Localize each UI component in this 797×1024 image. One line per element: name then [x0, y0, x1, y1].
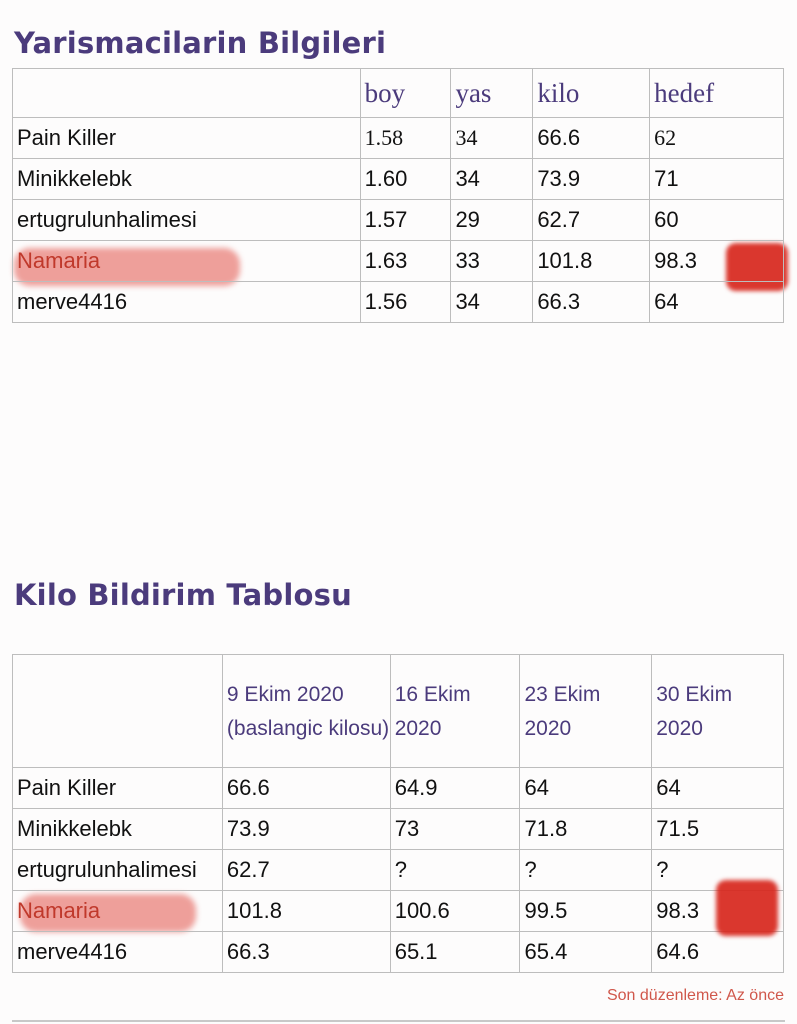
table-cell: 71 — [649, 158, 784, 200]
table-row: Pain Killer 1.58 34 66.6 62 — [12, 117, 784, 159]
contestant-name: ertugrulunhalimesi — [12, 849, 223, 891]
contestant-name: merve4416 — [12, 931, 223, 973]
weight-report-table: 9 Ekim 2020 (baslangic kilosu) 16 Ekim 2… — [12, 654, 784, 973]
contestant-info-table: boy yas kilo hedef Pain Killer 1.58 34 6… — [12, 68, 784, 323]
table-cell: 62.7 — [221, 849, 391, 891]
table-cell: 101.8 — [532, 240, 651, 282]
column-header — [12, 654, 223, 768]
section-title-contestant-info: Yarismacilarin Bilgileri — [14, 26, 387, 60]
table-cell: 1.56 — [359, 281, 452, 323]
table-cell: 1.63 — [359, 240, 452, 282]
table-row: Pain Killer 66.6 64.9 64 64 — [12, 767, 784, 809]
contestant-name: Pain Killer — [12, 117, 361, 159]
table-cell: 34 — [450, 117, 534, 159]
column-header-date: 23 Ekim 2020 — [519, 654, 653, 768]
table-row: ertugrulunhalimesi 1.57 29 62.7 60 — [12, 199, 784, 241]
table-row: Namaria 101.8 100.6 99.5 98.3 — [12, 890, 784, 932]
contestant-name: Namaria — [12, 890, 223, 932]
table-cell: 66.6 — [221, 767, 391, 809]
table-cell: 64.6 — [651, 931, 784, 973]
table-cell: 60 — [649, 199, 784, 241]
contestant-name: ertugrulunhalimesi — [12, 199, 361, 241]
table-header-row: 9 Ekim 2020 (baslangic kilosu) 16 Ekim 2… — [12, 654, 784, 768]
column-header-yas: yas — [450, 68, 534, 118]
table-row: Namaria 1.63 33 101.8 98.3 — [12, 240, 784, 282]
table-cell: 71.5 — [651, 808, 784, 850]
table-cell: 73 — [389, 808, 521, 850]
table-cell: 62.7 — [532, 199, 651, 241]
table-cell: 100.6 — [389, 890, 521, 932]
table-row: merve4416 1.56 34 66.3 64 — [12, 281, 784, 323]
table-row: Minikkelebk 1.60 34 73.9 71 — [12, 158, 784, 200]
table-cell: 73.9 — [221, 808, 391, 850]
column-header — [12, 68, 361, 118]
table-cell: 64 — [649, 281, 784, 323]
table-cell: ? — [519, 849, 653, 891]
table-cell: 101.8 — [221, 890, 391, 932]
table-cell: 65.1 — [389, 931, 521, 973]
table-cell: 66.3 — [221, 931, 391, 973]
section-title-weight-report: Kilo Bildirim Tablosu — [14, 578, 352, 612]
table-cell: 34 — [450, 281, 534, 323]
highlighted-name: Namaria — [17, 248, 101, 273]
table-cell: 1.58 — [359, 117, 452, 159]
table-cell: 64 — [651, 767, 784, 809]
table-cell: ? — [389, 849, 521, 891]
table-cell: 64 — [519, 767, 653, 809]
last-edited-note: Son düzenleme: Az önce — [606, 987, 784, 1004]
table-header-row: boy yas kilo hedef — [12, 68, 784, 118]
table-cell: 34 — [450, 158, 534, 200]
table-cell: 65.4 — [519, 931, 653, 973]
table-cell: 66.6 — [532, 117, 651, 159]
table-cell: 64.9 — [389, 767, 521, 809]
column-header-hedef: hedef — [649, 68, 784, 118]
table-cell: 71.8 — [519, 808, 653, 850]
column-header-date: 30 Ekim 2020 — [651, 654, 784, 768]
table-row: ertugrulunhalimesi 62.7 ? ? ? — [12, 849, 784, 891]
contestant-name: Pain Killer — [12, 767, 223, 809]
table-cell: 62 — [649, 117, 784, 159]
table-cell: 66.3 — [532, 281, 651, 323]
table-cell: 1.57 — [359, 199, 452, 241]
redaction-mark — [716, 880, 778, 936]
divider — [12, 1020, 785, 1022]
contestant-name: Minikkelebk — [12, 158, 361, 200]
column-header-boy: boy — [359, 68, 452, 118]
table-row: merve4416 66.3 65.1 65.4 64.6 — [12, 931, 784, 973]
column-header-kilo: kilo — [532, 68, 651, 118]
contestant-name: Namaria — [12, 240, 361, 282]
table-row: Minikkelebk 73.9 73 71.8 71.5 — [12, 808, 784, 850]
column-header-date: 16 Ekim 2020 — [389, 654, 521, 768]
table-cell: 29 — [450, 199, 534, 241]
contestant-name: Minikkelebk — [12, 808, 223, 850]
highlighted-name: Namaria — [17, 898, 101, 923]
column-header-date: 9 Ekim 2020 (baslangic kilosu) — [221, 654, 391, 768]
table-cell: 73.9 — [532, 158, 651, 200]
contestant-name: merve4416 — [12, 281, 361, 323]
table-cell: 99.5 — [519, 890, 653, 932]
table-cell: 98.3 — [649, 240, 784, 282]
table-cell: 33 — [450, 240, 534, 282]
table-cell: 1.60 — [359, 158, 452, 200]
